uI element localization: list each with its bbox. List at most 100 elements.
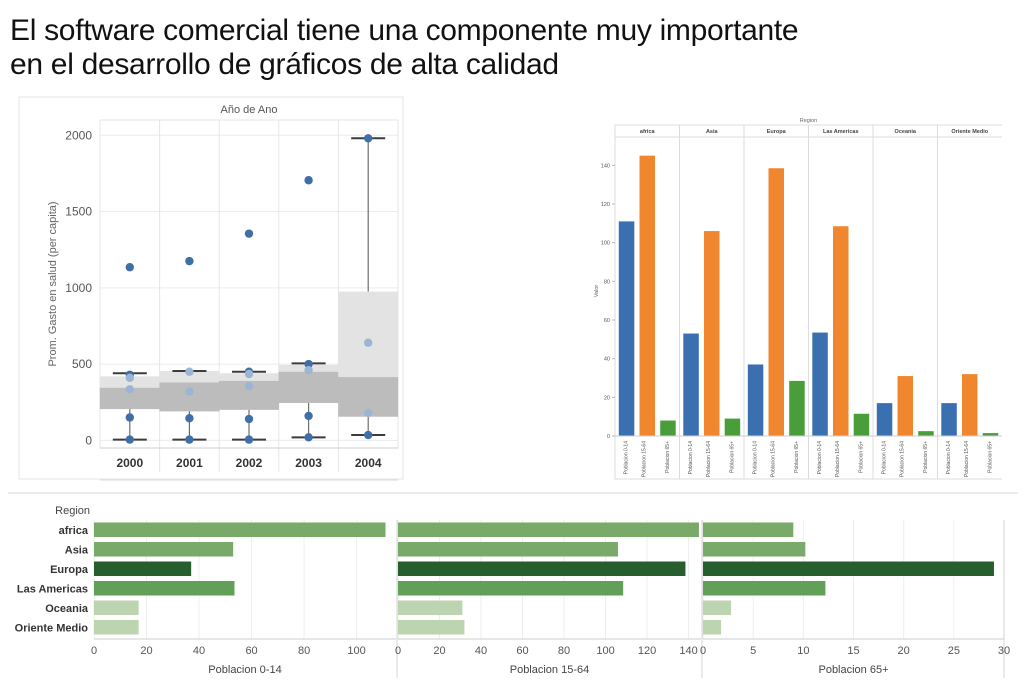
bar: [982, 433, 999, 436]
box-upper-half: [159, 370, 220, 383]
box-lower-half: [278, 371, 339, 403]
y-tick-label: 2000: [65, 128, 92, 142]
x-tick-label: Poblacion 0-14: [946, 441, 952, 475]
horizontal-bar-chart: Region africa Asia Europa Las Americas Oceani…: [8, 492, 1018, 678]
bar: [639, 155, 655, 436]
x-tick-label: 10: [797, 645, 809, 657]
bar: [618, 221, 635, 436]
data-point: [125, 373, 134, 383]
chart-title: Region: [800, 118, 817, 124]
x-tick-label: Poblacion 15-64: [706, 441, 712, 477]
y-axis-label: Valor: [594, 285, 600, 298]
x-tick-label: 120: [638, 645, 656, 657]
bar: [703, 581, 826, 596]
x-tick-label: Poblacion 15-64: [835, 441, 841, 477]
row-label: Oceania: [45, 603, 89, 615]
x-tick-label: Poblacion 65+: [858, 441, 864, 473]
bar: [398, 620, 465, 635]
x-tick-label: Poblacion 0-14: [688, 441, 694, 475]
bar: [94, 522, 386, 537]
bar: [703, 600, 732, 615]
bar: [660, 420, 676, 436]
bar: [724, 418, 741, 436]
data-point: [244, 435, 254, 444]
data-point: [185, 256, 194, 266]
x-tick-label: 0: [395, 645, 401, 657]
bar: [704, 231, 720, 436]
x-tick-label: 15: [847, 645, 859, 657]
x-tick-label: 140: [679, 645, 697, 657]
data-point: [125, 413, 134, 422]
x-tick-label: Poblacion 15-64: [641, 441, 647, 477]
row-label: Las Americas: [17, 583, 88, 595]
bar: [768, 168, 784, 436]
row-label: africa: [59, 525, 89, 537]
x-tick-label: Poblacion 65+: [665, 441, 671, 473]
box-lower-half: [159, 382, 220, 412]
x-axis-label: Poblacion 15-64: [510, 664, 590, 676]
x-tick-label: Poblacion 65+: [794, 441, 800, 473]
data-point: [244, 414, 254, 424]
y-tick-label: 60: [604, 318, 610, 324]
bar: [398, 600, 463, 615]
bar: [683, 333, 699, 436]
y-tick-label: 1000: [65, 281, 92, 295]
x-tick-label: 20: [140, 645, 152, 657]
bar: [398, 542, 618, 557]
data-point: [304, 433, 313, 442]
x-tick-label: 2001: [176, 456, 203, 470]
box-lower-half: [99, 387, 160, 410]
x-tick-label: 60: [245, 645, 257, 657]
x-tick-label: Poblacion 0-14: [753, 441, 759, 475]
data-point: [185, 367, 194, 376]
data-point: [364, 338, 373, 347]
x-tick-label: 100: [347, 645, 365, 657]
x-tick-label: 100: [596, 645, 614, 657]
y-axis-label: Prom. Gasto en salud (per capita): [47, 201, 59, 366]
x-tick-label: 2004: [355, 456, 382, 470]
bar: [918, 431, 934, 436]
data-point: [125, 435, 134, 444]
data-point: [125, 385, 134, 394]
data-point: [244, 382, 254, 391]
x-tick-label: 20: [433, 645, 445, 657]
data-point: [244, 369, 254, 379]
data-point: [304, 365, 313, 375]
data-point: [304, 176, 313, 185]
x-tick-label: 2003: [295, 456, 322, 470]
x-tick-label: Poblacion 0-14: [882, 441, 888, 475]
bar: [833, 226, 849, 436]
x-tick-label: 60: [516, 645, 528, 657]
x-tick-label: 2000: [116, 456, 143, 470]
row-label: Oriente Medio: [15, 622, 89, 634]
x-tick-label: 25: [948, 645, 960, 657]
data-point: [304, 411, 313, 421]
bar: [94, 600, 139, 615]
x-tick-label: Poblacion 65+: [923, 441, 929, 473]
x-tick-label: 80: [298, 645, 310, 657]
bar: [703, 522, 794, 537]
bar: [703, 620, 722, 635]
y-tick-label: 40: [604, 357, 610, 363]
x-tick-label: Poblacion 0-14: [624, 441, 630, 475]
data-point: [185, 414, 194, 423]
data-point: [304, 359, 313, 369]
data-point: [364, 430, 373, 440]
row-label: Asia: [65, 544, 89, 556]
y-tick-label: 80: [604, 279, 610, 285]
y-tick-label: 500: [72, 357, 92, 371]
panel-header: africa: [640, 129, 656, 135]
box-plot-chart: Año de Ano 0 500 1000 1500 2000 Prom. Gasto en…: [18, 96, 404, 481]
row-label: Europa: [50, 564, 89, 576]
bar: [703, 561, 994, 576]
bar: [941, 403, 957, 436]
y-tick-label: 140: [601, 163, 610, 169]
panel-header: Europa: [767, 129, 787, 135]
data-point: [125, 263, 134, 272]
slide-title-line-2: en el desarrollo de gráficos de alta cal…: [10, 48, 559, 81]
x-tick-label: Poblacion 15-64: [899, 441, 905, 477]
panel-header: Oceania: [895, 129, 917, 135]
x-tick-label: Poblacion 65+: [987, 441, 993, 473]
bar: [812, 332, 828, 436]
bar: [94, 542, 234, 557]
